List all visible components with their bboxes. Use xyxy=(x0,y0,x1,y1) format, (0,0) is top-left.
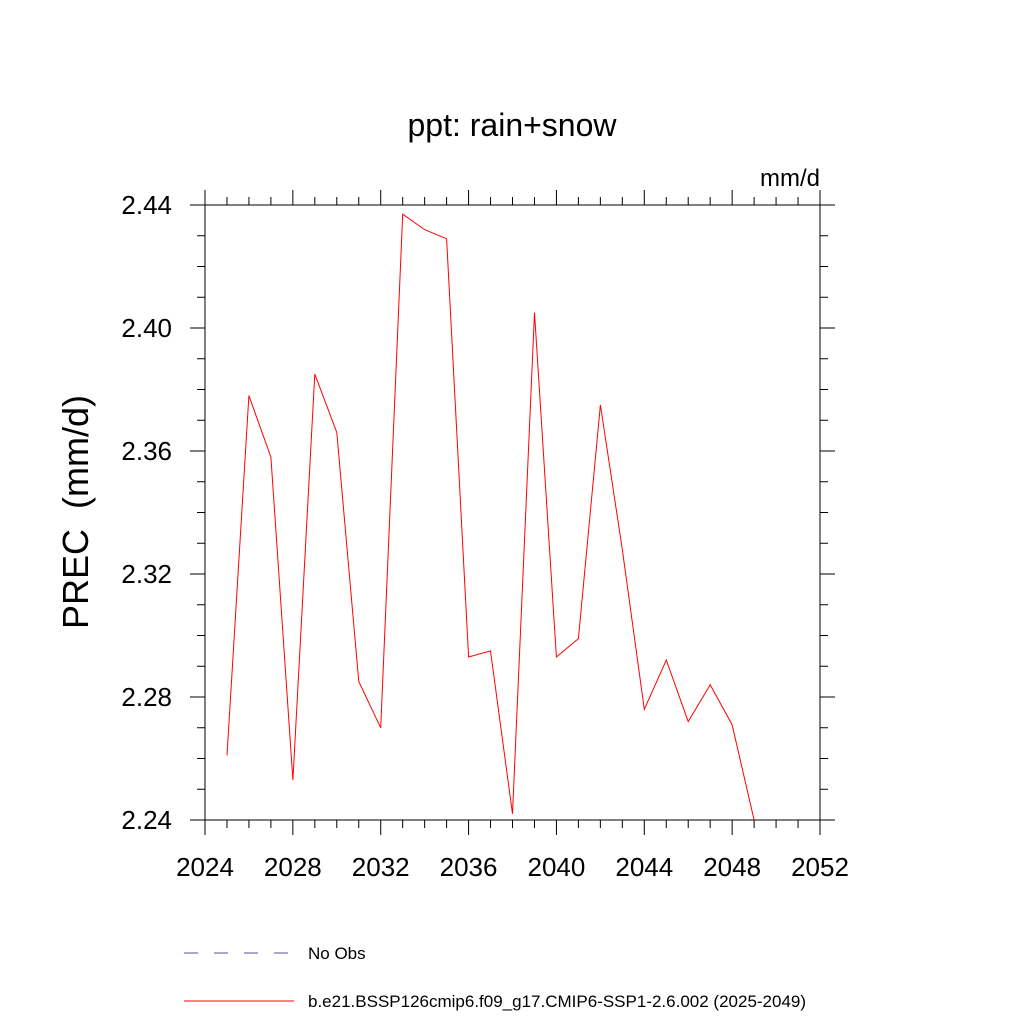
legend-label: b.e21.BSSP126cmip6.f09_g17.CMIP6-SSP1-2.… xyxy=(308,992,806,1011)
y-tick-label: 2.32 xyxy=(121,559,172,589)
y-tick-label: 2.44 xyxy=(121,190,172,220)
y-tick-label: 2.36 xyxy=(121,436,172,466)
x-tick-label: 2024 xyxy=(176,852,234,882)
x-tick-label: 2048 xyxy=(703,852,761,882)
x-tick-label: 2044 xyxy=(615,852,673,882)
x-tick-label: 2028 xyxy=(264,852,322,882)
chart-title: ppt: rain+snow xyxy=(407,107,617,143)
series-line xyxy=(226,213,755,821)
legend: No Obs b.e21.BSSP126cmip6.f09_g17.CMIP6-S… xyxy=(184,944,806,1011)
y-tick-label: 2.28 xyxy=(121,682,172,712)
y-axis-label: PREC (mm/d) xyxy=(55,395,96,629)
x-tick-label: 2040 xyxy=(528,852,586,882)
units-label: mm/d xyxy=(760,165,820,192)
axes: 2024 2028 2032 2036 2040 2044 2048 2052 2.24 2.28… xyxy=(121,190,849,882)
series-layer xyxy=(226,213,755,821)
legend-label: No Obs xyxy=(308,944,366,963)
x-tick-label: 2036 xyxy=(440,852,498,882)
plot-frame xyxy=(204,204,821,821)
x-tick-label: 2032 xyxy=(352,852,410,882)
y-tick-label: 2.40 xyxy=(121,313,172,343)
x-tick-label: 2052 xyxy=(791,852,849,882)
y-tick-label: 2.24 xyxy=(121,805,172,835)
